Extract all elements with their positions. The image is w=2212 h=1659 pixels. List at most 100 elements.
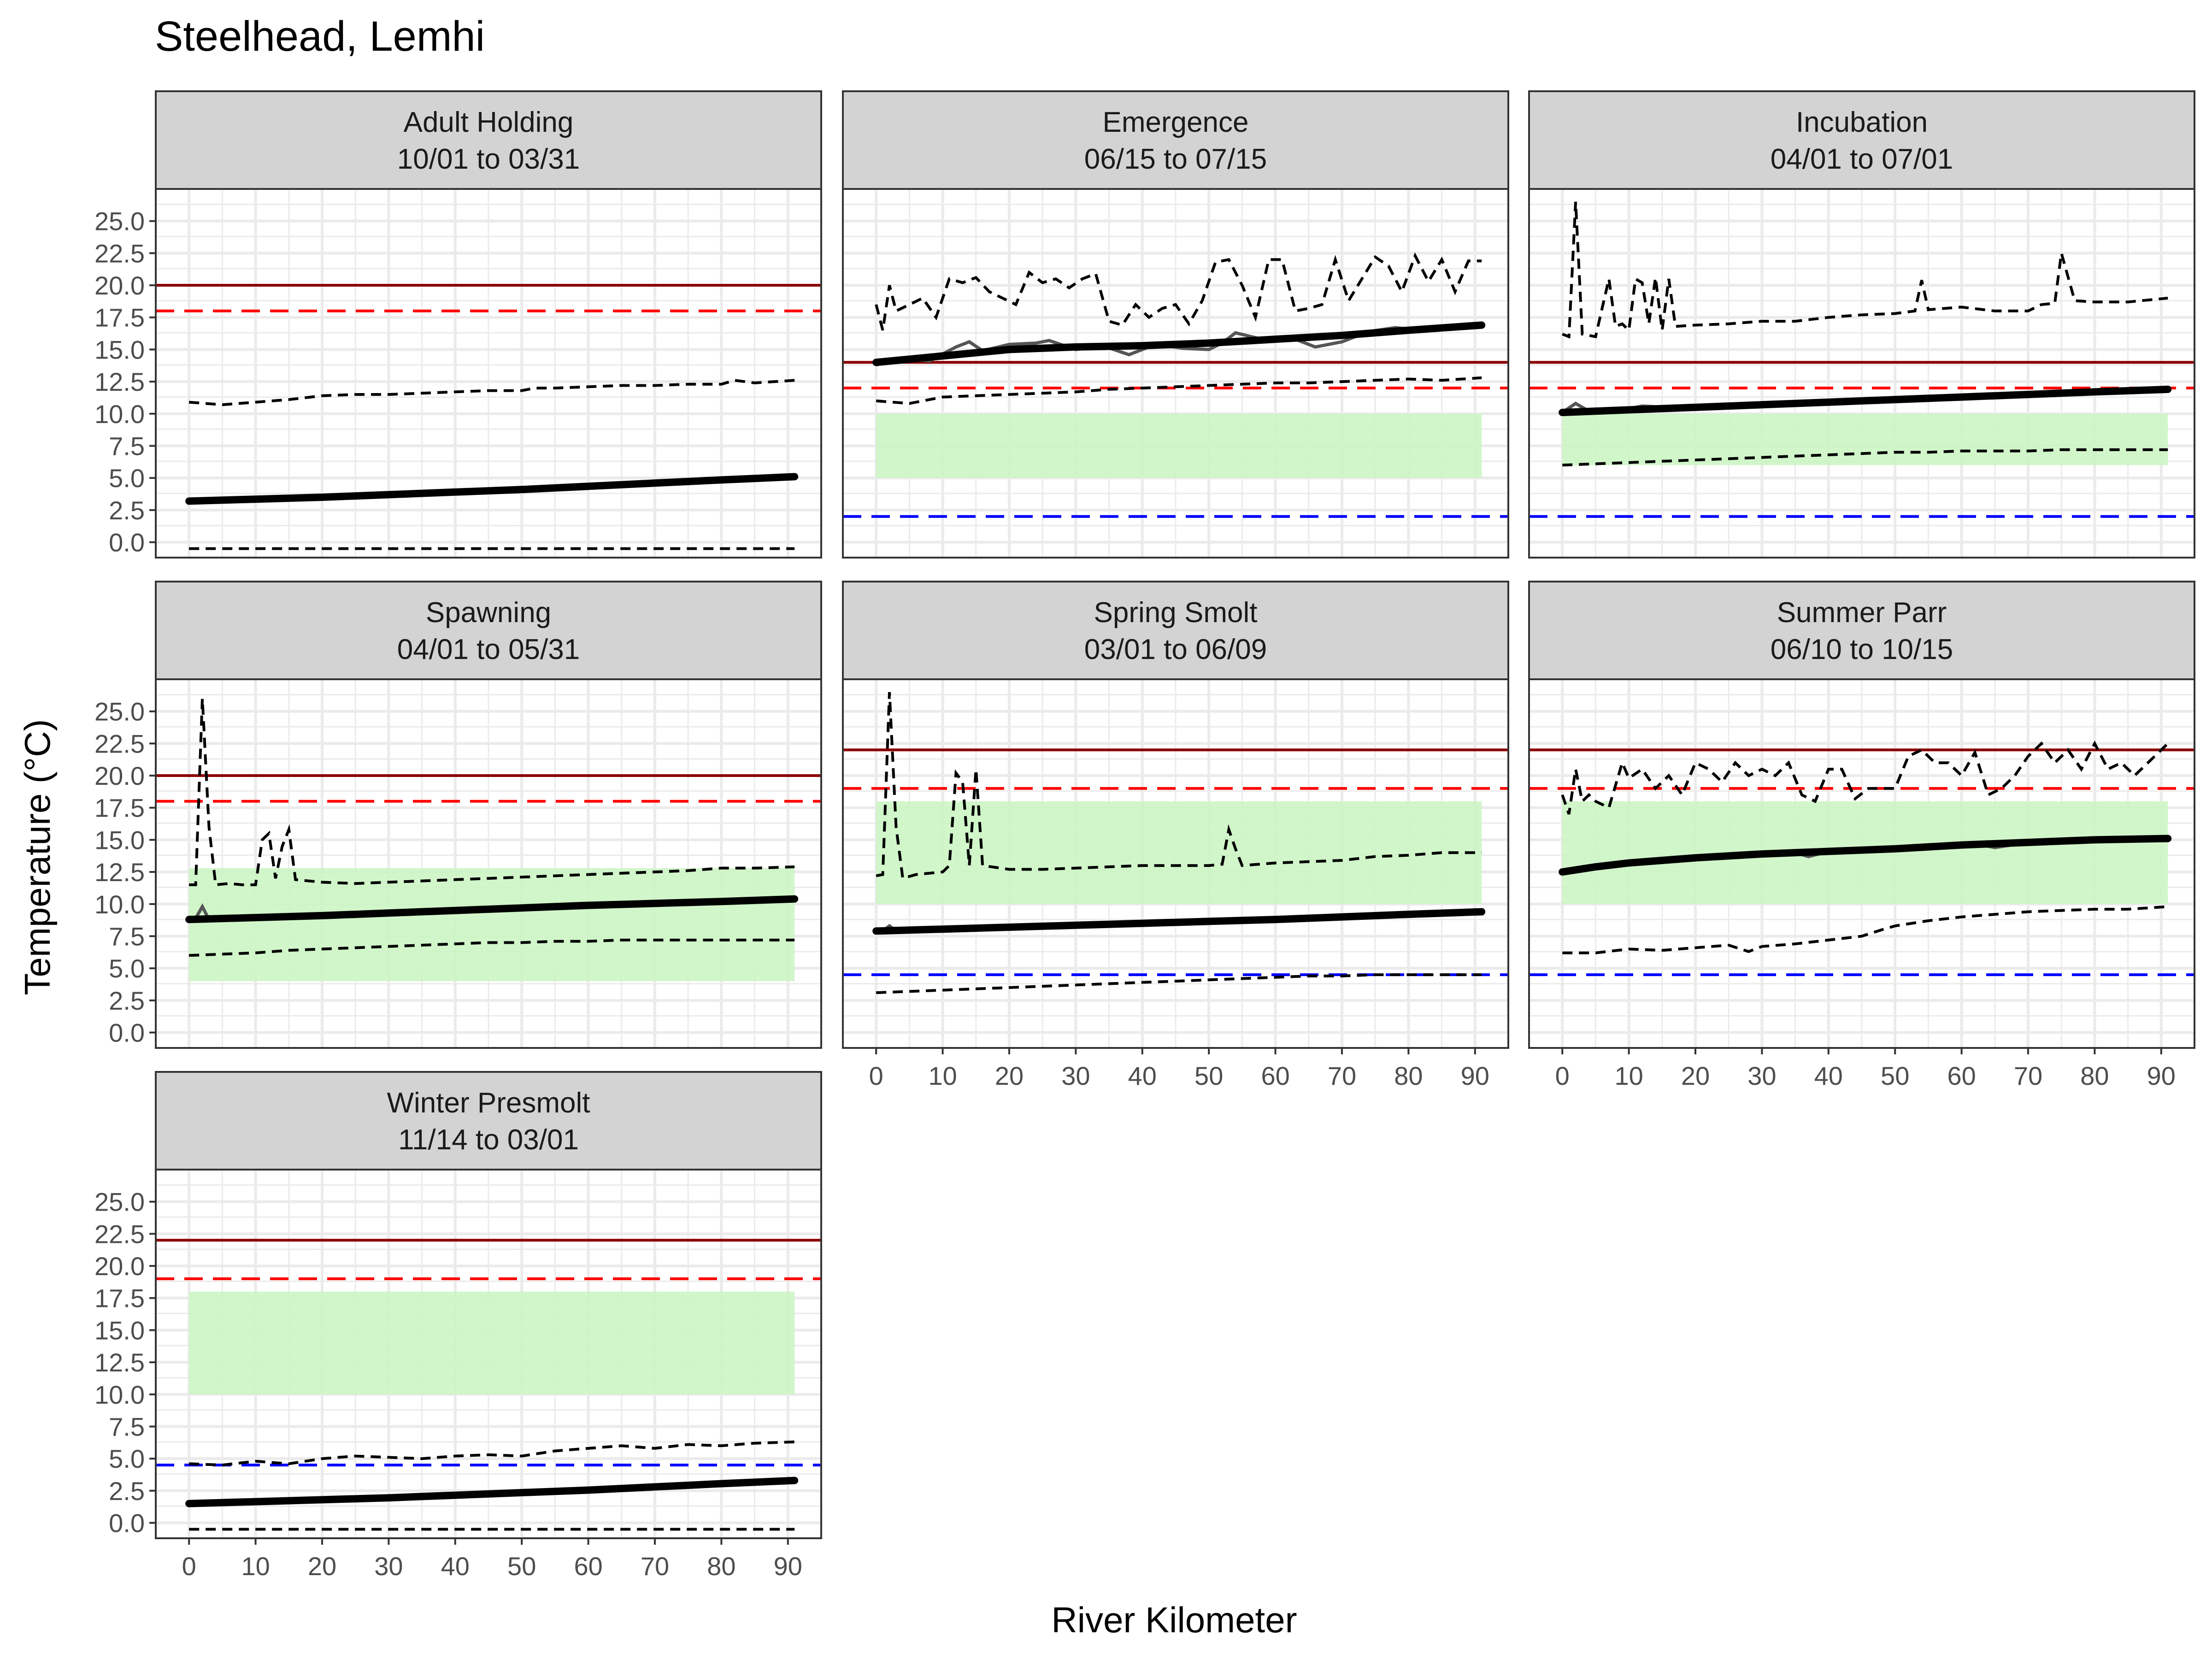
- facet-strip: [1528, 581, 2195, 680]
- mean-trend-line: [185, 473, 799, 505]
- upper-quantile-line: [1561, 740, 2169, 815]
- panel-border: [155, 1169, 822, 1539]
- x-tick-label: 70: [1328, 1061, 1356, 1090]
- y-tick-label: 2.5: [109, 496, 145, 525]
- facet-strip: [842, 581, 1509, 680]
- panel-summer-parr: Summer Parr 06/10 to 10/15 0 10 20 30 40 50 60 70…: [1528, 581, 2195, 1090]
- y-tick-label: 15.0: [94, 1316, 145, 1345]
- x-tick-label: 0: [182, 1552, 196, 1581]
- y-axis-label: Temperature (°C): [17, 719, 58, 995]
- mean-trend-line: [872, 321, 1486, 366]
- y-tick-label: 20.0: [94, 1252, 145, 1281]
- mean-trend-line: [1559, 835, 2172, 876]
- panel-border: [842, 678, 1509, 1049]
- x-tick-label: 90: [774, 1552, 802, 1581]
- x-tick-label: 80: [1394, 1061, 1423, 1090]
- panel-border: [155, 188, 822, 559]
- y-tick-label: 2.5: [109, 986, 145, 1015]
- facet-strip: [155, 1071, 822, 1171]
- y-tick-label: 7.5: [109, 1412, 145, 1441]
- lower-quantile-line: [1562, 448, 2168, 467]
- strip-date-range: 03/01 to 06/09: [1084, 634, 1267, 665]
- lower-quantile-line: [1562, 905, 2168, 954]
- upper-quantile-line: [189, 1440, 795, 1467]
- mean-trend-line: [185, 895, 799, 924]
- optimal-range-band: [189, 1291, 795, 1394]
- x-tick-label: 60: [1261, 1061, 1289, 1090]
- y-tick-label: 7.5: [109, 431, 145, 460]
- panel-border: [842, 188, 1509, 559]
- strip-date-range: 06/10 to 10/15: [1771, 634, 1953, 665]
- y-tick-label: 0.0: [109, 1018, 145, 1047]
- x-tick-label: 40: [441, 1552, 470, 1581]
- y-tick-label: 17.5: [94, 303, 145, 332]
- x-tick-label: 70: [2014, 1061, 2042, 1090]
- x-tick-label: 50: [1881, 1061, 1909, 1090]
- upper-quantile-line: [189, 698, 795, 887]
- chart-title: Steelhead, Lemhi: [155, 13, 485, 60]
- upper-quantile-line: [875, 252, 1482, 331]
- strip-title: Summer Parr: [1777, 597, 1947, 629]
- x-tick-label: 80: [2080, 1061, 2109, 1090]
- y-tick-label: 25.0: [94, 207, 145, 236]
- y-tick-label: 5.0: [109, 464, 145, 493]
- y-tick-label: 12.5: [94, 1348, 145, 1377]
- strip-date-range: 04/01 to 05/31: [397, 634, 580, 665]
- x-tick-label: 30: [1747, 1061, 1776, 1090]
- y-tick-label: 22.5: [94, 239, 145, 268]
- x-tick-label: 50: [1194, 1061, 1223, 1090]
- y-tick-label: 22.5: [94, 729, 145, 758]
- y-tick-label: 22.5: [94, 1219, 145, 1248]
- strip-date-range: 11/14 to 03/01: [398, 1124, 579, 1156]
- panel-spawning: Spawning 04/01 to 05/31 0.0 2.5 5.0 7.5 10.0 12…: [94, 581, 822, 1049]
- x-tick-label: 60: [574, 1552, 602, 1581]
- optimal-range-band: [876, 801, 1482, 904]
- y-tick-label: 20.0: [94, 271, 145, 300]
- mean-trend-line: [872, 908, 1486, 935]
- x-tick-label: 70: [641, 1552, 669, 1581]
- x-tick-label: 10: [928, 1061, 957, 1090]
- y-tick-label: 20.0: [94, 761, 145, 790]
- panel-border: [155, 678, 822, 1049]
- y-tick-label: 12.5: [94, 858, 145, 887]
- optimal-range-band: [876, 413, 1482, 478]
- y-tick-label: 2.5: [109, 1477, 145, 1506]
- strip-title: Incubation: [1796, 106, 1928, 138]
- optimal-range-band: [189, 868, 795, 982]
- x-tick-label: 0: [869, 1061, 883, 1090]
- strip-date-range: 06/15 to 07/15: [1084, 143, 1267, 175]
- strip-title: Spring Smolt: [1094, 597, 1258, 629]
- panel-border: [1528, 188, 2195, 559]
- lower-quantile-line: [876, 973, 1482, 994]
- strip-date-range: 04/01 to 07/01: [1771, 143, 1953, 175]
- lower-quantile-line: [876, 376, 1482, 405]
- strip-title: Winter Presmolt: [387, 1087, 590, 1119]
- y-tick-label: 5.0: [109, 1444, 145, 1473]
- x-tick-label: 80: [707, 1552, 735, 1581]
- y-tick-label: 0.0: [109, 1509, 145, 1538]
- y-tick-label: 12.5: [94, 367, 145, 396]
- x-axis-label: River Kilometer: [1051, 1600, 1297, 1640]
- facet-strip: [155, 581, 822, 680]
- y-tick-label: 25.0: [94, 697, 145, 726]
- y-tick-label: 7.5: [109, 922, 145, 951]
- y-tick-label: 25.0: [94, 1188, 145, 1217]
- strip-title: Emergence: [1102, 106, 1248, 138]
- mean-trend-line: [1559, 385, 2172, 416]
- x-tick-label: 40: [1814, 1061, 1843, 1090]
- lower-quantile-line: [189, 938, 795, 957]
- y-tick-label: 5.0: [109, 954, 145, 983]
- upper-quantile-line: [876, 692, 1482, 880]
- facet-strip: [1528, 90, 2195, 190]
- panel-winter-presmolt: Winter Presmolt 11/14 to 03/01 0.0 2.5 5.0 7.…: [94, 1071, 822, 1581]
- x-tick-label: 20: [1681, 1061, 1710, 1090]
- panel-spring-smolt: Spring Smolt 03/01 to 06/09 0 10 20 30 40 50 60 7…: [842, 581, 1509, 1090]
- x-tick-label: 30: [1061, 1061, 1090, 1090]
- upper-quantile-line: [188, 379, 795, 406]
- x-tick-label: 90: [1461, 1061, 1489, 1090]
- panel-incubation: Incubation 04/01 to 07/01: [1528, 90, 2195, 559]
- x-tick-label: 60: [1947, 1061, 1976, 1090]
- x-tick-label: 10: [241, 1552, 270, 1581]
